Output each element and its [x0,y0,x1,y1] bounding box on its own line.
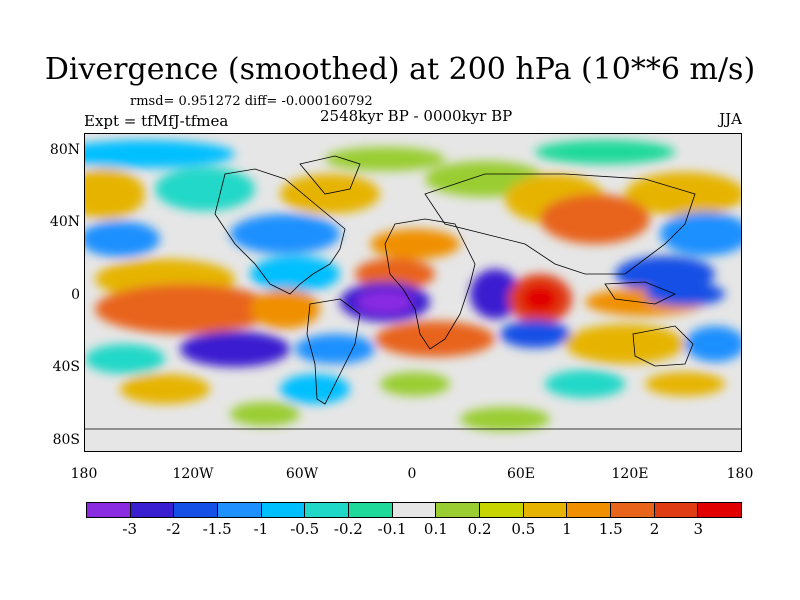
lon-label-60w: 60W [285,466,319,482]
lon-label-60e: 60E [506,466,536,482]
lat-label-80s: 80S [52,432,80,448]
colorbar-swatch [87,503,131,517]
lat-label-40s: 40S [52,359,80,375]
colorbar-label: 0.2 [467,520,492,538]
lat-label-0: 0 [71,287,80,303]
colorbar-label: -0.2 [333,520,363,538]
period-label: 2548kyr BP - 0000kyr BP [320,107,513,125]
coastlines [85,155,741,430]
lon-label-180w: 180 [70,466,98,482]
colorbar-swatch [523,503,568,517]
colorbar-label: -2 [166,520,181,538]
colorbar-swatch [305,503,350,517]
colorbar-swatch [349,503,393,517]
lon-label-0: 0 [407,466,417,482]
colorbar-swatch [261,503,306,517]
colorbar-label: -0.1 [377,520,407,538]
colorbar-swatch [654,503,699,517]
colorbar-label: 0.5 [511,520,536,538]
colorbar-label: 2 [649,520,660,538]
colorbar-swatch [436,503,481,517]
map-canvas [85,134,741,451]
colorbar-label: 3 [693,520,704,538]
colorbar-swatch [218,503,262,517]
plot-title: Divergence (smoothed) at 200 hPa (10**6 … [44,52,756,87]
lat-label-40n: 40N [49,214,80,230]
colorbar-swatch [611,503,655,517]
colorbar-label: -1 [253,520,269,538]
colorbar-swatch [392,503,437,517]
lat-label-80n: 80N [49,142,80,158]
lon-label-120w: 120W [172,466,214,482]
colorbar-swatch [698,503,742,517]
divergence-field [85,140,741,431]
colorbar-label: -0.5 [290,520,320,538]
colorbar-swatch [480,503,524,517]
lon-label-120e: 120E [611,466,649,482]
colorbar-label: -1.5 [202,520,232,538]
experiment-label: Expt = tfMfJ-tfmea [84,112,229,130]
colorbar-swatch [130,503,175,517]
lon-label-180e: 180 [726,466,754,482]
colorbar-label: 1 [562,520,572,538]
season-label: JJA [719,110,742,128]
colorbar-label: 0.1 [423,520,448,538]
stats-text: rmsd= 0.951272 diff= -0.000160792 [130,94,373,109]
colorbar [86,502,742,518]
colorbar-label: 1.5 [598,520,623,538]
colorbar-swatch [567,503,612,517]
colorbar-label: -3 [122,520,138,538]
divergence-map [84,133,742,452]
colorbar-swatch [174,503,219,517]
